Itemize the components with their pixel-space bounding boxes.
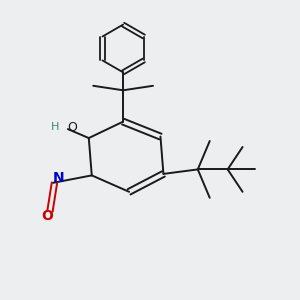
Text: H: H [51,122,59,132]
Text: N: N [53,171,65,185]
Text: O: O [67,121,77,134]
Text: O: O [41,209,53,223]
